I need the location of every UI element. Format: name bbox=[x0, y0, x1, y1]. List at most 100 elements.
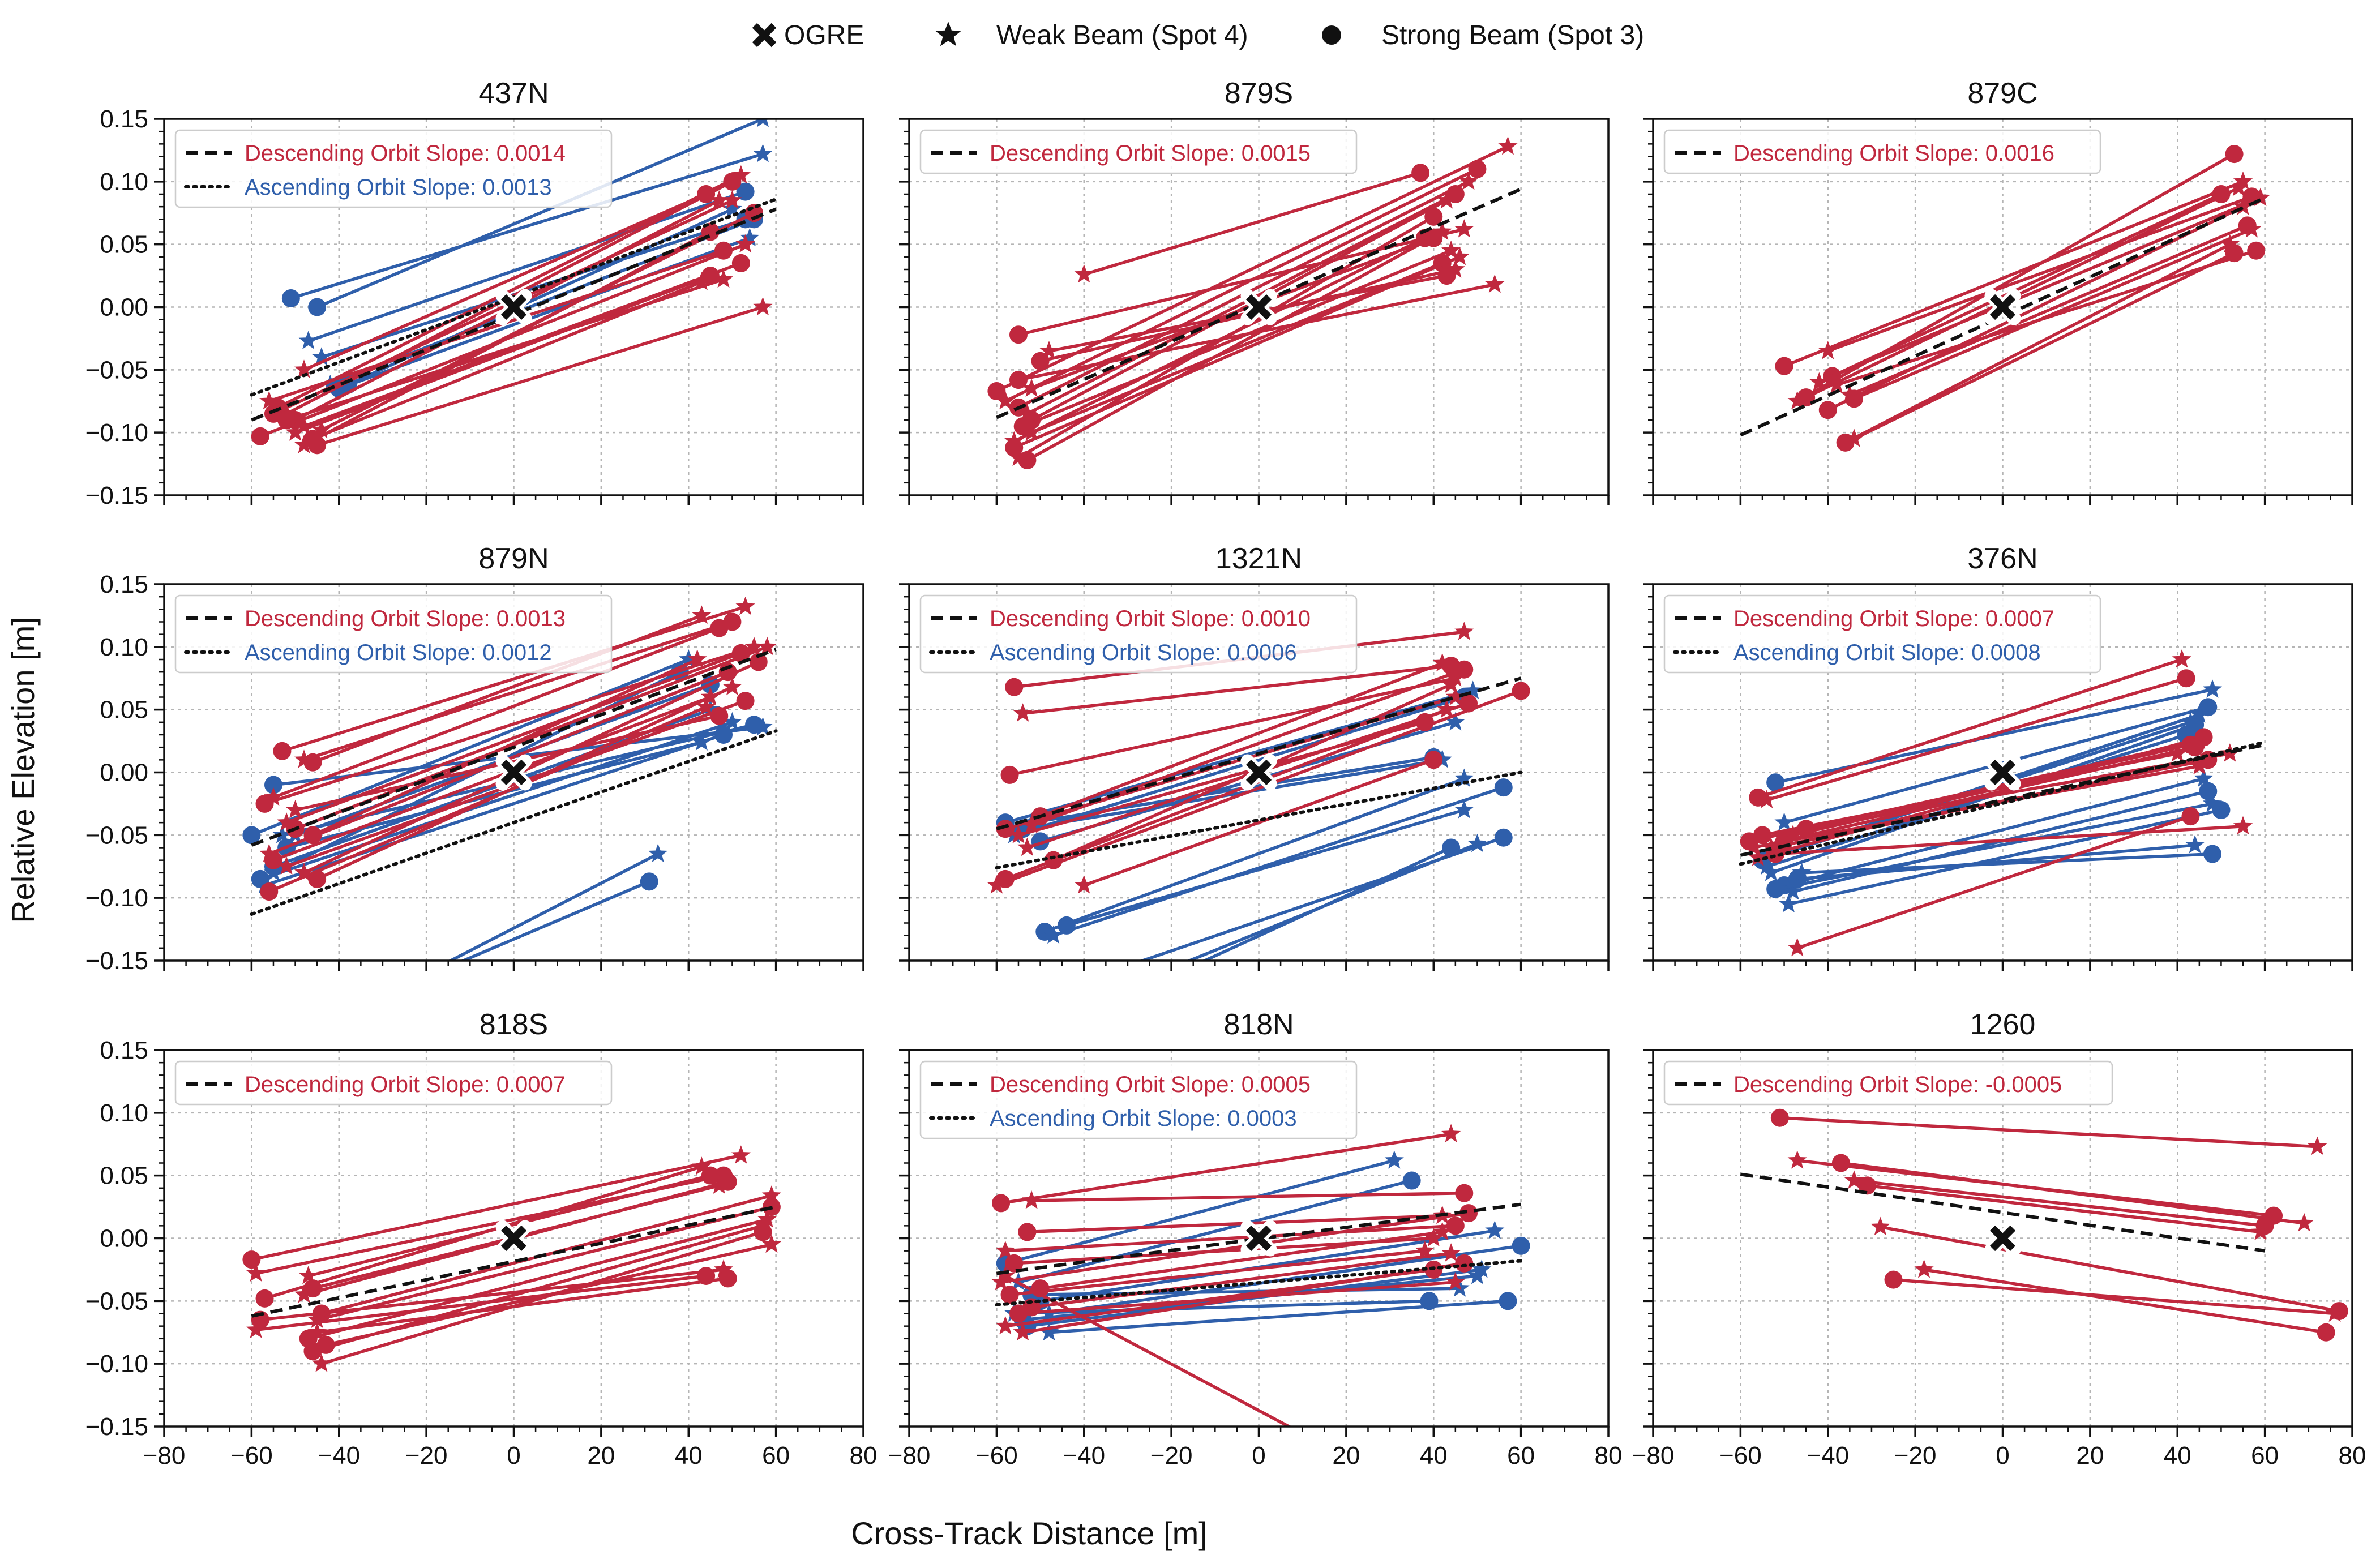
descending-segment bbox=[1022, 660, 1474, 834]
legend-entry: Descending Orbit Slope: 0.0007 bbox=[1733, 606, 2054, 631]
descending-line bbox=[260, 1268, 724, 1322]
legend-entry: Ascending Orbit Slope: 0.0003 bbox=[990, 1106, 1297, 1131]
descending-segment bbox=[995, 1216, 1465, 1259]
descending-weak-beam-point bbox=[713, 269, 734, 288]
panel-title: 1321N bbox=[1215, 542, 1302, 575]
descending-weak-beam-point bbox=[2308, 1136, 2327, 1155]
descending-weak-beam-point bbox=[1415, 1240, 1435, 1259]
y-tick-label: −0.05 bbox=[85, 356, 148, 384]
descending-weak-beam-point bbox=[2233, 196, 2253, 215]
ascending-fit-line bbox=[250, 729, 778, 916]
ascending-line bbox=[1201, 846, 1452, 961]
descending-weak-beam-point bbox=[761, 1234, 781, 1253]
descending-weak-beam-point bbox=[1432, 1222, 1452, 1240]
star-icon bbox=[935, 22, 961, 46]
descending-line bbox=[1022, 664, 1452, 716]
ascending-fit-line bbox=[995, 1259, 1523, 1306]
descending-weak-beam-point bbox=[294, 416, 314, 435]
descending-weak-beam-point bbox=[285, 422, 305, 441]
descending-strong-beam-point bbox=[2177, 669, 2195, 688]
descending-weak-beam-point bbox=[1074, 264, 1094, 283]
descending-segment bbox=[1074, 751, 1443, 894]
descending-strong-beam-point bbox=[1770, 1108, 1789, 1127]
panel-818n: −80 −60 −40 −20 0 20 40 60 80 818N Descending Orbi… bbox=[888, 1008, 1623, 1470]
y-ticks bbox=[1643, 583, 1653, 962]
descending-strong-beam-point bbox=[697, 185, 716, 203]
x-axis-title: Cross-Track Distance [m] bbox=[851, 1515, 1208, 1551]
x-ticks bbox=[908, 961, 1610, 971]
ogre-point bbox=[495, 289, 532, 325]
descending-weak-beam-point bbox=[1424, 1228, 1444, 1247]
descending-line bbox=[312, 1224, 764, 1353]
y-ticks bbox=[1643, 118, 1653, 496]
panel-legend: Descending Orbit Slope: 0.0014 Ascending … bbox=[174, 129, 613, 208]
descending-strong-beam-point bbox=[749, 653, 768, 671]
descending-strong-beam-point bbox=[260, 882, 279, 901]
ascending-segment bbox=[1043, 778, 1513, 944]
descending-weak-beam-point bbox=[2295, 1213, 2314, 1232]
descending-fit-line bbox=[996, 676, 1522, 831]
y-tick-label: −0.15 bbox=[85, 482, 148, 509]
descending-weak-beam-point bbox=[285, 800, 305, 819]
x-tick-label: 80 bbox=[850, 1442, 877, 1470]
descending-weak-beam-point bbox=[757, 636, 777, 656]
descending-strong-beam-point bbox=[1459, 694, 1478, 713]
panel-legend: Descending Orbit Slope: 0.0005 Ascending … bbox=[919, 1060, 1358, 1139]
descending-segment bbox=[1013, 240, 1461, 436]
ascending-weak-beam-point bbox=[2194, 768, 2214, 787]
ogre-point bbox=[1240, 1220, 1277, 1257]
fit-lines bbox=[995, 676, 1523, 869]
descending-weak-beam-point bbox=[2325, 1303, 2345, 1322]
descending-segment bbox=[277, 269, 734, 429]
descending-weak-beam-point bbox=[757, 1209, 777, 1228]
descending-weak-beam-point bbox=[1498, 136, 1518, 155]
descending-strong-beam-point bbox=[1455, 660, 1474, 679]
descending-segment bbox=[995, 160, 1487, 410]
legend-box bbox=[919, 1060, 1358, 1139]
descending-fit-line bbox=[1740, 1172, 2266, 1253]
descending-segment bbox=[308, 297, 773, 455]
descending-strong-beam-point bbox=[2317, 1323, 2335, 1342]
series bbox=[242, 1145, 781, 1372]
panel-1321n: 1321N Descending Orbit Slope: 0.0010 Ascen… bbox=[899, 542, 1610, 971]
descending-line bbox=[303, 620, 733, 761]
descending-line bbox=[1880, 1225, 2340, 1313]
ascending-strong-beam-point bbox=[736, 182, 755, 201]
ogre-point bbox=[495, 1220, 532, 1257]
circle-icon bbox=[1322, 25, 1341, 45]
descending-line bbox=[1818, 192, 2222, 384]
descending-line bbox=[1775, 825, 2244, 856]
descending-strong-beam-point bbox=[1424, 751, 1443, 769]
panel-title: 437N bbox=[478, 77, 549, 110]
ascending-line bbox=[307, 190, 746, 342]
descending-segment bbox=[294, 653, 768, 881]
ascending-line bbox=[259, 721, 733, 881]
ascending-line bbox=[459, 880, 650, 961]
descending-fit-line bbox=[251, 207, 777, 422]
descending-strong-beam-point bbox=[255, 1289, 274, 1308]
descending-strong-beam-point bbox=[996, 869, 1015, 888]
descending-weak-beam-point bbox=[753, 297, 773, 316]
descending-strong-beam-point bbox=[308, 436, 327, 455]
descending-line bbox=[1083, 171, 1421, 276]
descending-weak-beam-point bbox=[2250, 187, 2270, 207]
fit-lines bbox=[250, 197, 778, 422]
y-ticks bbox=[899, 118, 909, 496]
descending-strong-beam-point bbox=[736, 692, 755, 710]
descending-strong-beam-point bbox=[1455, 1254, 1474, 1273]
x-tick-label: 20 bbox=[1332, 1442, 1360, 1470]
ascending-segment bbox=[242, 649, 699, 845]
x-tick-label: 40 bbox=[2164, 1442, 2191, 1470]
descending-strong-beam-point bbox=[255, 794, 274, 813]
ascending-line bbox=[1797, 843, 2195, 881]
descending-strong-beam-point bbox=[701, 267, 720, 285]
ascending-weak-beam-point bbox=[1792, 862, 1812, 881]
x-tick-label: −80 bbox=[888, 1442, 931, 1470]
ascending-weak-beam-point bbox=[2202, 793, 2223, 812]
ascending-segment bbox=[447, 843, 668, 961]
descending-weak-beam-point bbox=[1445, 1272, 1465, 1291]
ascending-weak-beam-point bbox=[395, 975, 414, 994]
ascending-weak-beam-point bbox=[298, 331, 318, 349]
x-tick-label: 60 bbox=[1507, 1442, 1535, 1470]
